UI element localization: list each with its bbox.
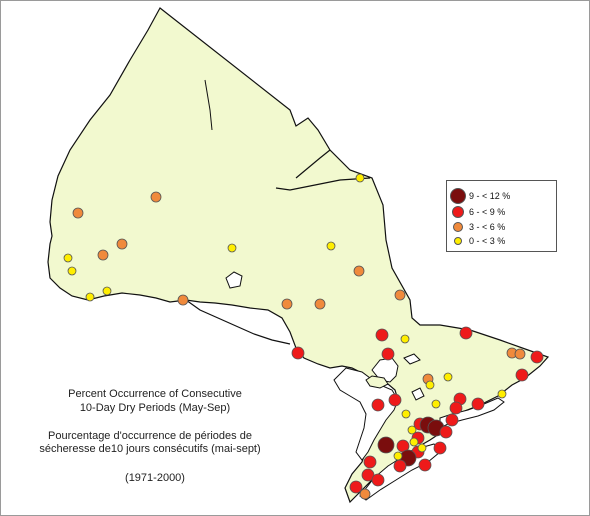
- station-marker: [401, 409, 411, 419]
- station-marker: [409, 437, 419, 447]
- station-marker: [353, 265, 365, 277]
- station-marker: [63, 253, 73, 263]
- river-attawapiskat: [295, 149, 331, 179]
- lake-nipissing: [403, 353, 421, 365]
- legend-swatch: [452, 206, 464, 218]
- station-marker: [361, 468, 375, 482]
- lake-nipigon: [225, 271, 243, 289]
- station-marker: [355, 173, 365, 183]
- station-marker: [418, 458, 432, 472]
- lake-superior-shore: [185, 299, 291, 345]
- lake-huron: [333, 367, 399, 461]
- station-marker: [326, 241, 336, 251]
- station-marker: [449, 401, 463, 415]
- legend-swatch: [454, 237, 462, 245]
- station-marker: [150, 191, 162, 203]
- legend-label: 3 - < 6 %: [469, 222, 506, 232]
- station-marker: [177, 294, 189, 306]
- station-marker: [97, 249, 109, 261]
- station-marker: [459, 326, 473, 340]
- legend-swatch: [450, 188, 466, 204]
- station-marker: [443, 372, 453, 382]
- legend-swatch: [453, 222, 463, 232]
- station-marker: [72, 207, 84, 219]
- lake-simcoe: [411, 387, 425, 401]
- caption-title-fr-1: Pourcentage d'occurrence de périodes de: [48, 430, 252, 442]
- station-marker: [433, 441, 447, 455]
- legend-item: 3 - < 6 %: [447, 220, 505, 234]
- station-marker: [67, 266, 77, 276]
- station-marker: [349, 480, 363, 494]
- caption-title-fr-2: sécheresse de10 jours consécutifs (mai-s…: [39, 443, 261, 455]
- station-marker: [400, 334, 410, 344]
- river-albany: [275, 177, 371, 191]
- station-marker: [363, 455, 377, 469]
- station-marker: [85, 292, 95, 302]
- station-marker: [116, 238, 128, 250]
- caption-title-en-2: 10-Day Dry Periods (May-Sep): [79, 402, 231, 414]
- station-marker: [471, 397, 485, 411]
- station-marker: [394, 289, 406, 301]
- station-marker: [359, 488, 371, 500]
- legend-item: 9 - < 12 %: [447, 188, 511, 204]
- station-marker: [514, 348, 526, 360]
- station-marker: [439, 425, 453, 439]
- caption-years: (1971-2000): [125, 472, 185, 484]
- station-marker: [314, 298, 326, 310]
- station-marker: [377, 436, 395, 454]
- station-marker: [417, 443, 427, 453]
- station-marker: [497, 389, 507, 399]
- station-marker: [393, 459, 407, 473]
- station-marker: [425, 380, 435, 390]
- station-marker: [375, 328, 389, 342]
- station-marker: [393, 451, 403, 461]
- legend-label: 9 - < 12 %: [469, 191, 511, 201]
- legend-label: 6 - < 9 %: [469, 207, 506, 217]
- caption-title-en-1: Percent Occurrence of Consecutive: [68, 388, 242, 400]
- station-marker: [381, 347, 395, 361]
- station-marker: [371, 473, 385, 487]
- station-marker: [371, 398, 385, 412]
- river-severn: [204, 79, 213, 131]
- station-marker: [445, 413, 459, 427]
- station-marker: [281, 298, 293, 310]
- legend-item: 6 - < 9 %: [447, 205, 505, 219]
- station-marker: [530, 350, 544, 364]
- legend-label: 0 - < 3 %: [469, 236, 506, 246]
- station-marker: [431, 399, 441, 409]
- manitoulin-island: [365, 375, 389, 389]
- station-marker: [407, 425, 417, 435]
- station-marker: [102, 286, 112, 296]
- legend-item: 0 - < 3 %: [447, 234, 505, 248]
- station-marker: [291, 346, 305, 360]
- ontario-landmass: [47, 7, 550, 504]
- station-marker: [227, 243, 237, 253]
- legend: 9 - < 12 % 6 - < 9 % 3 - < 6 % 0 - < 3 %: [446, 180, 557, 252]
- station-markers: [63, 173, 544, 500]
- station-marker: [388, 393, 402, 407]
- station-marker: [515, 368, 529, 382]
